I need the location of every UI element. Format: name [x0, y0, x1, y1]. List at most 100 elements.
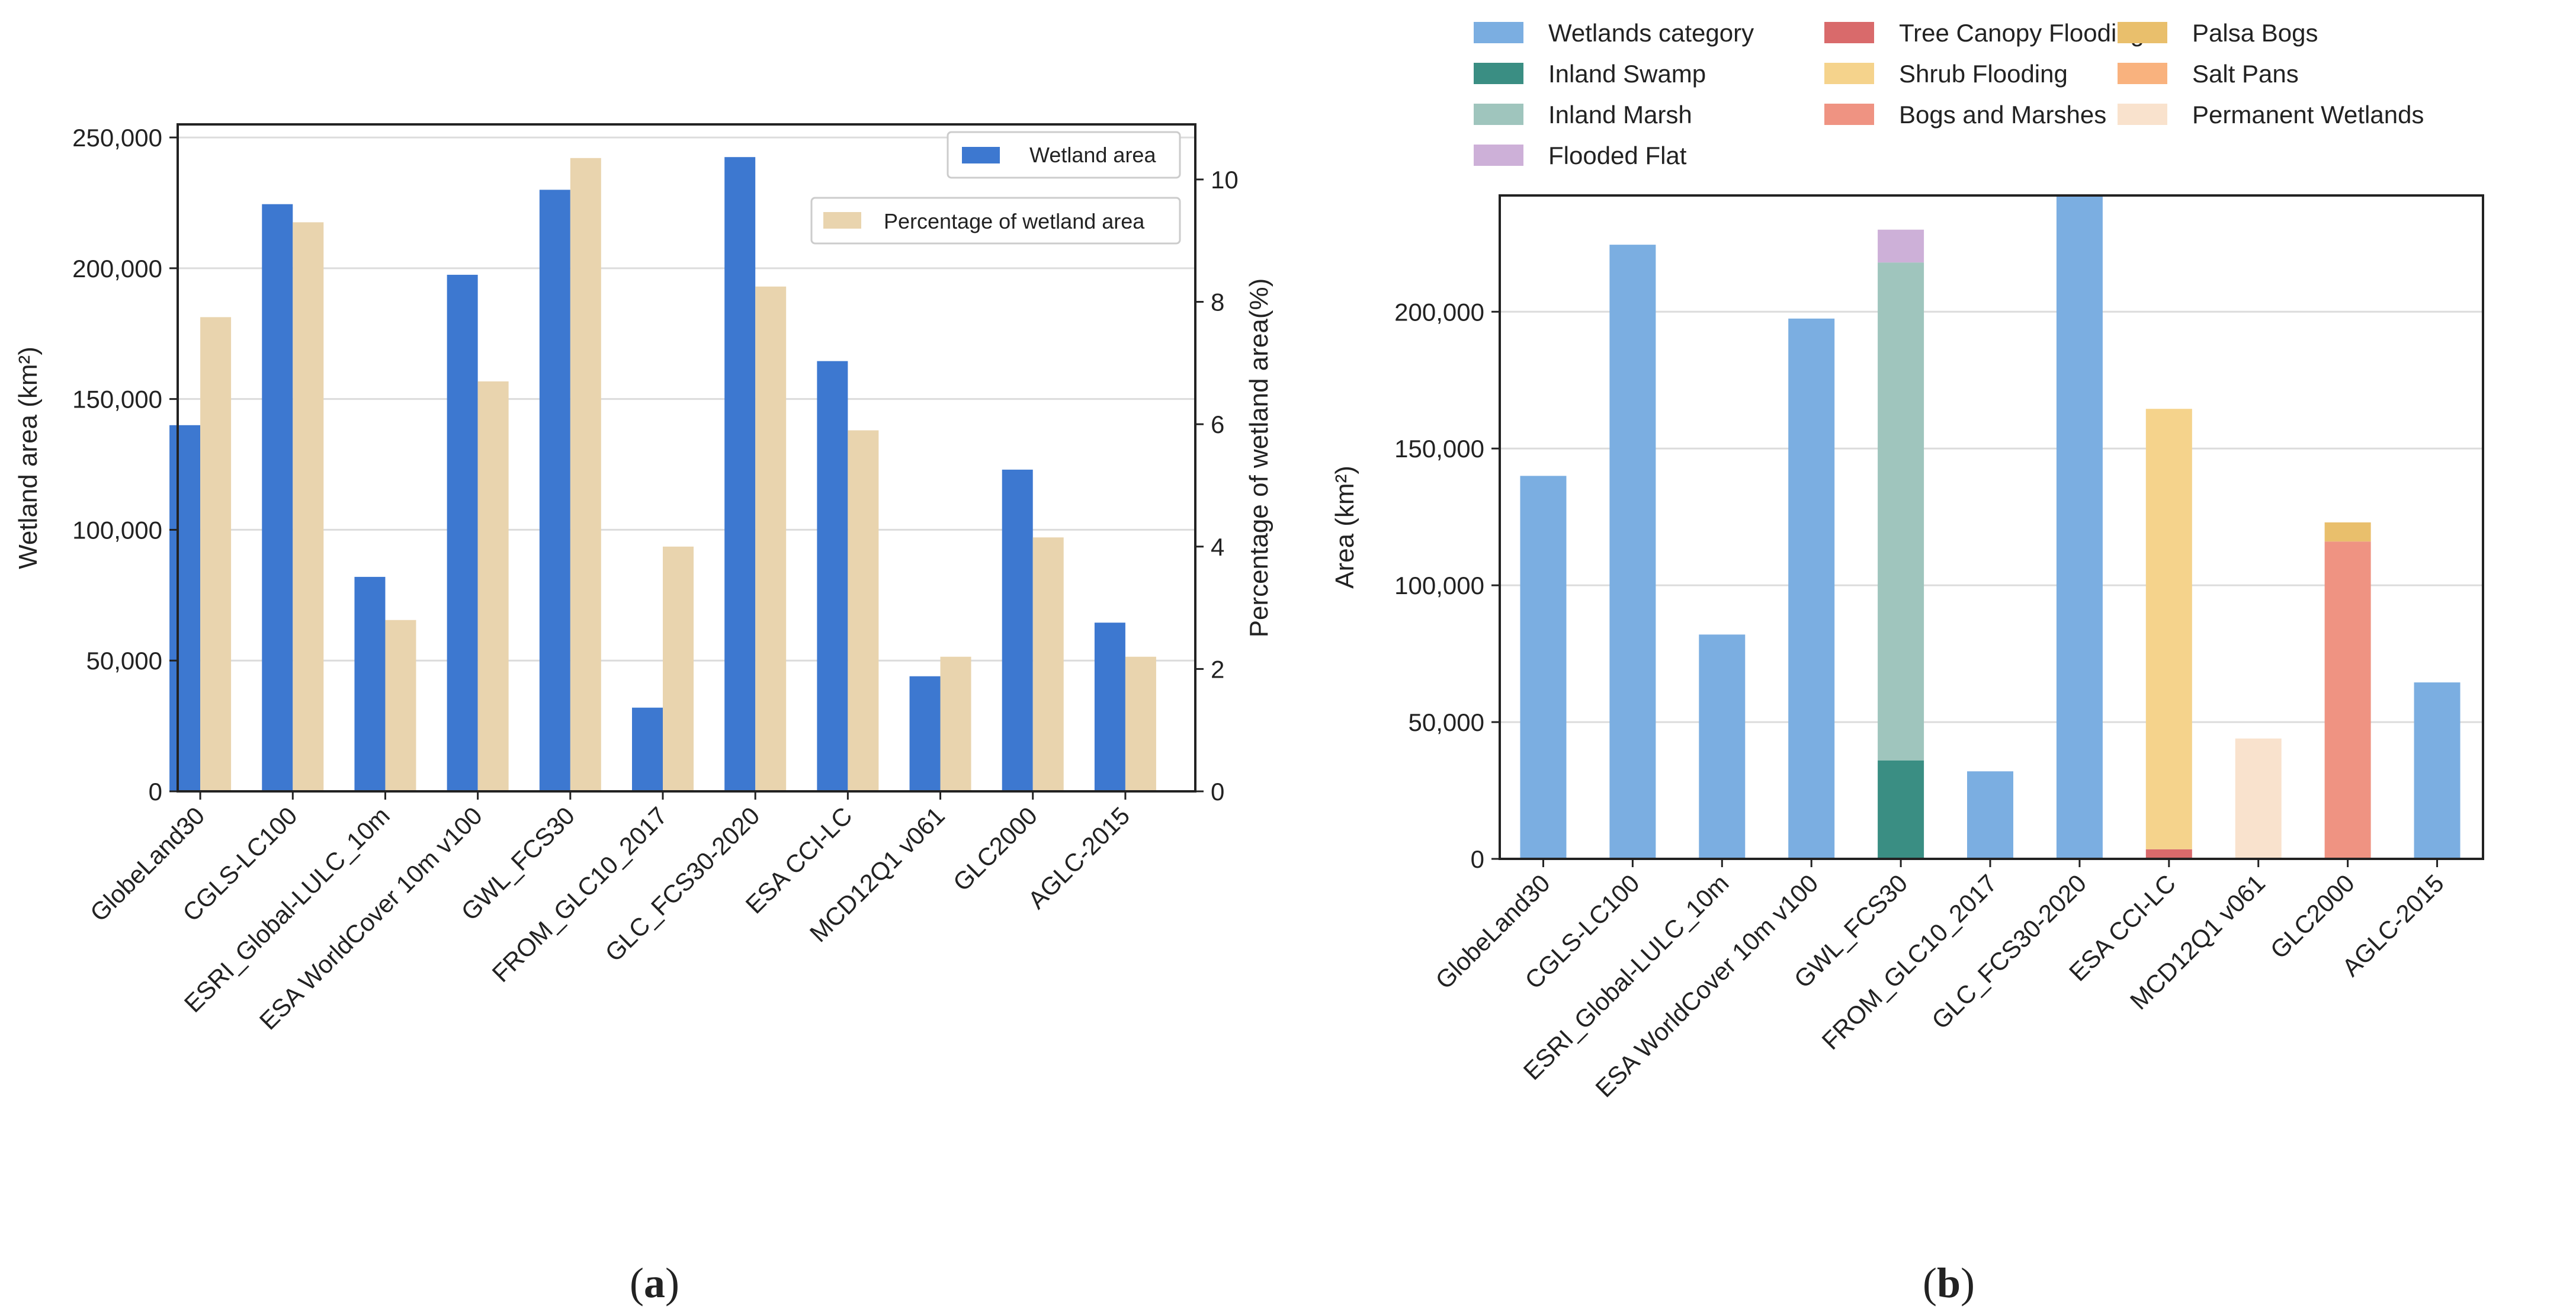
stack-bogs-and-marshes-glc2000: [2324, 541, 2371, 859]
panel-a-right-tick-label: 0: [1211, 778, 1224, 806]
stack-tree-canopy-flooding-esa-cci-lc: [2145, 849, 2192, 859]
stack-palsa-bogs-glc2000: [2324, 522, 2371, 542]
panel-a-left-tick-label: 250,000: [72, 124, 162, 152]
panel-a-bars: [169, 157, 1156, 792]
panel-b-x-tick-label: GLC_FCS30-2020: [1926, 869, 2091, 1034]
legend-swatch-inland-marsh: [1474, 104, 1523, 125]
legend-swatch-salt-pans: [2118, 63, 2167, 84]
panel-a-x-tick-label: GLC_FCS30-2020: [599, 801, 765, 967]
panel-b-y-tick-label: 0: [1471, 845, 1484, 873]
panel-b-legend: Wetlands category Inland Swamp Inland Mars…: [1474, 19, 2424, 169]
panel-b-y-axis-label: Area (km²): [1330, 466, 1359, 589]
bar-percentage-glc2000: [1032, 537, 1064, 791]
panel-a-right-ticks: 0 2 4 6 8 10: [1195, 166, 1239, 806]
bar-percentage-aglc-2015: [1125, 656, 1156, 791]
panel-a-x-ticks: GlobeLand30CGLS-LC100ESRI_Global-LULC_10…: [85, 791, 1135, 1035]
bar-wetland-area-globeland30: [169, 425, 201, 791]
stack-permanent-wetlands-mcd12q1-v061: [2235, 738, 2282, 859]
panel-a-left-tick-label: 100,000: [72, 516, 162, 544]
panel-a-chart: 0 50,000 100,000 150,000 200,000 250,000 0 2 4 6…: [14, 123, 1273, 1307]
panel-b-chart: Wetlands category Inland Swamp Inland Mars…: [1330, 19, 2484, 1307]
panel-b-plot-frame: [1499, 194, 2484, 860]
bar-percentage-globeland30: [200, 317, 232, 791]
bar-wetland-area-esri-global-lulc-10m: [354, 576, 386, 791]
bar-percentage-gwl-fcs30: [570, 158, 601, 791]
stack-wetlands-category-esa-worldcover-10m-v100: [1788, 318, 1835, 859]
bar-wetland-area-esa-worldcover-10m-v100: [447, 274, 478, 791]
legend-label-shrub-flooding: Shrub Flooding: [1899, 60, 2068, 88]
panel-a-right-tick-label: 8: [1211, 288, 1224, 316]
panel-b-y-ticks: 0 50,000 100,000 150,000 200,000: [1394, 298, 1500, 873]
legend-swatch-palsa-bogs: [2118, 22, 2167, 43]
legend-label-inland-swamp: Inland Swamp: [1548, 60, 1706, 88]
stack-shrub-flooding-esa-cci-lc: [2145, 409, 2192, 849]
panel-a-legend: Wetland area Percentage of wetland area: [810, 131, 1181, 245]
panel-b-caption: (b): [1923, 1259, 1975, 1307]
bar-percentage-esa-worldcover-10m-v100: [477, 381, 509, 791]
panel-a-caption-letter: a: [644, 1259, 665, 1307]
legend-box-wetland-area: [947, 131, 1181, 179]
bar-percentage-cgls-lc100: [293, 222, 324, 791]
bar-wetland-area-gwl-fcs30: [539, 190, 570, 791]
stack-inland-marsh-gwl-fcs30: [1878, 262, 1924, 761]
legend-swatch-flooded-flat: [1474, 145, 1523, 166]
panel-a-left-tick-label: 0: [149, 778, 162, 806]
legend-box-percentage: [810, 197, 1181, 245]
panel-a-x-tick-label: GLC2000: [948, 801, 1042, 896]
stack-wetlands-category-aglc-2015: [2414, 682, 2460, 859]
bar-wetland-area-glc2000: [1002, 469, 1033, 791]
panel-b-y-tick-label: 100,000: [1394, 572, 1484, 599]
bar-percentage-glc-fcs30-2020: [755, 286, 787, 791]
bar-percentage-esa-cci-lc: [848, 430, 879, 791]
panel-a-right-tick-label: 2: [1211, 655, 1224, 683]
panel-a-x-tick-label: FROM_GLC10_2017: [486, 801, 672, 987]
bar-wetland-area-aglc-2015: [1094, 623, 1125, 791]
panel-a-left-tick-label: 50,000: [86, 647, 162, 675]
panel-a-left-tick-label: 200,000: [72, 255, 162, 283]
stack-wetlands-category-esri-global-lulc-10m: [1699, 634, 1746, 859]
bar-wetland-area-mcd12q1-v061: [909, 676, 941, 791]
panel-a-right-tick-label: 4: [1211, 533, 1224, 561]
panel-b-y-tick-label: 50,000: [1409, 708, 1484, 736]
bar-percentage-mcd12q1-v061: [940, 656, 971, 791]
panel-b-caption-letter: b: [1937, 1259, 1961, 1307]
panel-a-right-axis-label: Percentage of wetland area(%): [1244, 278, 1273, 638]
bar-wetland-area-from-glc10-2017: [632, 707, 663, 791]
panel-a-plot-frame: [177, 123, 1196, 793]
panel-b-x-tick-label: GLC2000: [2265, 869, 2360, 964]
bar-wetland-area-glc-fcs30-2020: [724, 157, 756, 792]
stack-wetlands-category-globeland30: [1520, 476, 1567, 859]
panel-a-right-tick-label: 6: [1211, 410, 1224, 438]
stack-wetlands-category-cgls-lc100: [1609, 245, 1656, 859]
panel-b-y-tick-label: 200,000: [1394, 298, 1484, 326]
legend-label-inland-marsh: Inland Marsh: [1548, 101, 1692, 129]
legend-label-flooded-flat: Flooded Flat: [1548, 142, 1687, 169]
legend-swatch-wetland-area: [962, 147, 1000, 163]
panel-b-y-tick-label: 150,000: [1394, 435, 1484, 463]
panel-b-x-ticks: GlobeLand30CGLS-LC100ESRI_Global-LULC_10…: [1430, 859, 2449, 1102]
legend-swatch-shrub-flooding: [1824, 63, 1874, 84]
bar-wetland-area-esa-cci-lc: [817, 361, 848, 791]
legend-label-salt-pans: Salt Pans: [2192, 60, 2299, 88]
legend-label-wetlands-category: Wetlands category: [1548, 19, 1754, 47]
panel-a-left-tick-label: 150,000: [72, 386, 162, 413]
bar-wetland-area-cgls-lc100: [262, 204, 293, 791]
stack-inland-swamp-gwl-fcs30: [1878, 760, 1924, 859]
legend-swatch-permanent-wetlands: [2118, 104, 2167, 125]
bar-percentage-from-glc10-2017: [663, 546, 694, 791]
legend-swatch-bogs-and-marshes: [1824, 104, 1874, 125]
stack-flooded-flat-gwl-fcs30: [1878, 229, 1924, 263]
legend-swatch-percentage: [823, 212, 861, 229]
legend-swatch-tree-canopy-flooding: [1824, 22, 1874, 43]
legend-label-palsa-bogs: Palsa Bogs: [2192, 19, 2318, 47]
legend-swatch-wetlands-category: [1474, 22, 1523, 43]
panel-a-left-axis-label: Wetland area (km²): [14, 347, 43, 569]
panel-b-x-tick-label: FROM_GLC10_2017: [1816, 869, 2002, 1055]
stack-wetlands-category-glc-fcs30-2020: [2056, 195, 2103, 859]
legend-label-percentage: Percentage of wetland area: [884, 209, 1145, 233]
legend-label-bogs-and-marshes: Bogs and Marshes: [1899, 101, 2106, 129]
panel-a-caption: (a): [630, 1259, 679, 1307]
panel-b-bars: [1520, 195, 2460, 859]
legend-label-wetland-area: Wetland area: [1029, 143, 1156, 167]
